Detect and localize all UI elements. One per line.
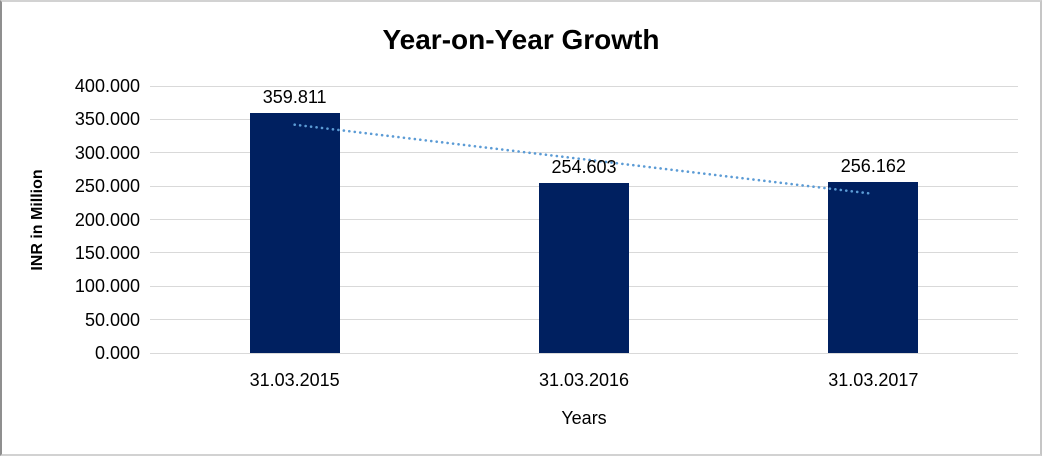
y-tick-label: 400.000 [74,76,140,96]
y-tick-label: 200.000 [74,209,140,230]
y-tick-label: 250.000 [74,176,140,197]
x-tick-label: 31.03.2016 [538,370,630,390]
bar [539,183,629,353]
x-tick-label: 31.03.2015 [249,370,340,390]
y-tick-label: 300.000 [74,142,140,163]
chart-title: Year-on-Year Growth [382,24,660,55]
y-tick-label: 0.000 [94,343,140,363]
bar-value-label: 359.811 [262,86,327,107]
x-tick-label: 31.03.2017 [828,370,919,390]
bar [828,182,919,353]
bar [249,112,340,353]
gridline [150,352,1018,354]
bar-value-label: 254.603 [551,157,617,178]
y-tick-label: 100.000 [74,276,140,297]
y-tick-label: 350.000 [74,109,140,130]
bar-value-label: 256.162 [840,156,906,176]
gridline [150,85,1018,87]
y-tick-label: 150.000 [74,242,140,263]
x-axis-title: Years [561,408,607,428]
gridline [150,118,1018,120]
y-tick-label: 50.000 [84,309,140,330]
